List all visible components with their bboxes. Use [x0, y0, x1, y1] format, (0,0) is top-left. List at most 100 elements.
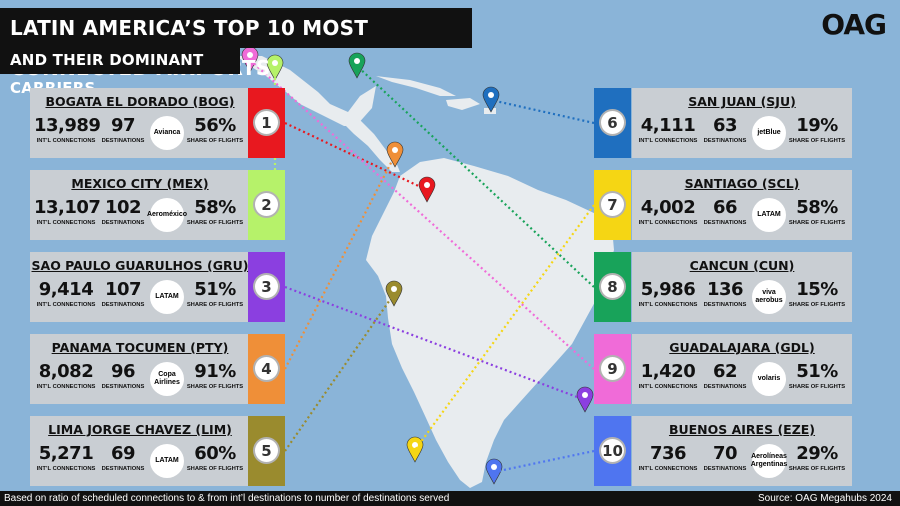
share-value: 51% — [796, 361, 838, 382]
connections-value: 1,420 — [640, 361, 696, 382]
carrier-logo: LATAM — [752, 198, 786, 232]
connections-label: INT’L CONNECTIONS — [638, 302, 698, 308]
airport-name: SAO PAULO GUARULHOS (GRU) — [31, 258, 249, 273]
connections-label: INT’L CONNECTIONS — [36, 220, 96, 226]
connections-value: 5,986 — [640, 279, 696, 300]
share-label: SHARE OF FLIGHTS — [788, 302, 846, 308]
connections-stat: 9,414 INT’L CONNECTIONS — [34, 279, 98, 308]
airport-pin-icon — [485, 458, 503, 485]
rank-number: 3 — [253, 273, 280, 300]
connections-value: 9,414 — [38, 279, 94, 300]
destinations-value: 69 — [110, 443, 136, 464]
rank-box: 2 — [248, 170, 285, 240]
connections-stat: 5,271 INT’L CONNECTIONS — [34, 443, 98, 472]
share-stat: 58% SHARE OF FLIGHTS — [786, 197, 848, 226]
airport-panel: SAO PAULO GUARULHOS (GRU) 9,414 INT’L CONN… — [30, 252, 250, 322]
connections-label: INT’L CONNECTIONS — [638, 466, 698, 472]
route-line — [284, 122, 428, 191]
destinations-stat: 102 DESTINATIONS — [98, 197, 148, 226]
south-america-landmass — [366, 158, 614, 488]
route-line — [249, 59, 595, 370]
airport-name: LIMA JORGE CHAVEZ (LIM) — [48, 422, 232, 437]
airport-panel: GUADALAJARA (GDL) 1,420 INT’L CONNECTIONS 6… — [632, 334, 852, 404]
rank-number: 2 — [253, 191, 280, 218]
share-stat: 15% SHARE OF FLIGHTS — [786, 279, 848, 308]
cuba-landmass — [376, 76, 456, 96]
connections-label: INT’L CONNECTIONS — [638, 220, 698, 226]
airport-name: SAN JUAN (SJU) — [688, 94, 796, 109]
rank-number: 9 — [599, 355, 626, 382]
mexico-landmass — [236, 56, 376, 126]
rank-box: 4 — [248, 334, 285, 404]
connections-stat: 736 INT’L CONNECTIONS — [636, 443, 700, 472]
share-value: 15% — [796, 279, 838, 300]
destinations-stat: 136 DESTINATIONS — [700, 279, 750, 308]
rank-number: 8 — [599, 273, 626, 300]
destinations-value: 102 — [104, 197, 142, 218]
airport-panel: LIMA JORGE CHAVEZ (LIM) 5,271 INT’L CONNEC… — [30, 416, 250, 486]
share-value: 58% — [194, 197, 236, 218]
connections-value: 736 — [649, 443, 687, 464]
share-stat: 19% SHARE OF FLIGHTS — [786, 115, 848, 144]
rank-box: 9 — [594, 334, 631, 404]
airport-pin-dot — [354, 58, 360, 64]
destinations-label: DESTINATIONS — [703, 384, 747, 390]
share-stat: 60% SHARE OF FLIGHTS — [184, 443, 246, 472]
destinations-label: DESTINATIONS — [101, 384, 145, 390]
destinations-value: 96 — [110, 361, 136, 382]
share-label: SHARE OF FLIGHTS — [788, 466, 846, 472]
connections-stat: 13,107 INT’L CONNECTIONS — [34, 197, 101, 226]
share-stat: 51% SHARE OF FLIGHTS — [786, 361, 848, 390]
airport-name: MEXICO CITY (MEX) — [71, 176, 209, 191]
airport-pin-dot — [272, 60, 278, 66]
airport-panel: SANTIAGO (SCL) 4,002 INT’L CONNECTIONS 66 DE… — [632, 170, 852, 240]
airport-pin-icon — [482, 86, 500, 113]
share-stat: 51% SHARE OF FLIGHTS — [184, 279, 246, 308]
connections-stat: 8,082 INT’L CONNECTIONS — [34, 361, 98, 390]
connections-value: 13,989 — [34, 115, 101, 136]
share-label: SHARE OF FLIGHTS — [186, 466, 244, 472]
rank-number: 6 — [599, 109, 626, 136]
destinations-value: 136 — [706, 279, 744, 300]
chart-title: LATIN AMERICA’S TOP 10 MOST CONNECTED AI… — [0, 8, 472, 80]
destinations-value: 62 — [712, 361, 738, 382]
carrier-logo: Aeroméxico — [147, 198, 187, 232]
destinations-value: 107 — [104, 279, 142, 300]
share-label: SHARE OF FLIGHTS — [186, 384, 244, 390]
connections-label: INT’L CONNECTIONS — [36, 466, 96, 472]
route-line — [493, 449, 595, 474]
airport-panel: BOGATA EL DORADO (BOG) 13,989 INT’L CONNEC… — [30, 88, 250, 158]
airport-pin-dot — [582, 392, 588, 398]
connections-stat: 1,420 INT’L CONNECTIONS — [636, 361, 700, 390]
carrier-logo: Copa Airlines — [150, 362, 184, 396]
share-value: 58% — [796, 197, 838, 218]
airport-name: PANAMA TOCUMEN (PTY) — [51, 340, 229, 355]
airport-name: CANCUN (CUN) — [689, 258, 795, 273]
carrier-logo: Avianca — [150, 116, 184, 150]
airport-pin-dot — [247, 52, 253, 58]
connections-value: 13,107 — [34, 197, 101, 218]
destinations-stat: 63 DESTINATIONS — [700, 115, 750, 144]
connections-stat: 4,002 INT’L CONNECTIONS — [636, 197, 700, 226]
destinations-label: DESTINATIONS — [101, 466, 145, 472]
carrier-logo: jetBlue — [752, 116, 786, 150]
destinations-stat: 70 DESTINATIONS — [700, 443, 750, 472]
oag-logo: OAG — [821, 8, 887, 41]
connections-value: 5,271 — [38, 443, 94, 464]
connections-value: 4,002 — [640, 197, 696, 218]
chart-subtitle: AND THEIR DOMINANT CARRIERS — [0, 46, 240, 97]
rank-box: 1 — [248, 88, 285, 158]
airport-pin-icon — [386, 141, 404, 168]
carrier-logo: viva aerobus — [752, 280, 786, 314]
footer-note: Based on ratio of scheduled connections … — [4, 493, 450, 504]
route-line — [284, 285, 586, 402]
carrier-logo: LATAM — [150, 280, 184, 314]
share-stat: 29% SHARE OF FLIGHTS — [786, 443, 848, 472]
connections-label: INT’L CONNECTIONS — [638, 384, 698, 390]
destinations-label: DESTINATIONS — [703, 302, 747, 308]
destinations-stat: 107 DESTINATIONS — [98, 279, 148, 308]
connections-label: INT’L CONNECTIONS — [638, 138, 698, 144]
destinations-label: DESTINATIONS — [101, 302, 145, 308]
destinations-value: 63 — [712, 115, 738, 136]
connections-stat: 5,986 INT’L CONNECTIONS — [636, 279, 700, 308]
